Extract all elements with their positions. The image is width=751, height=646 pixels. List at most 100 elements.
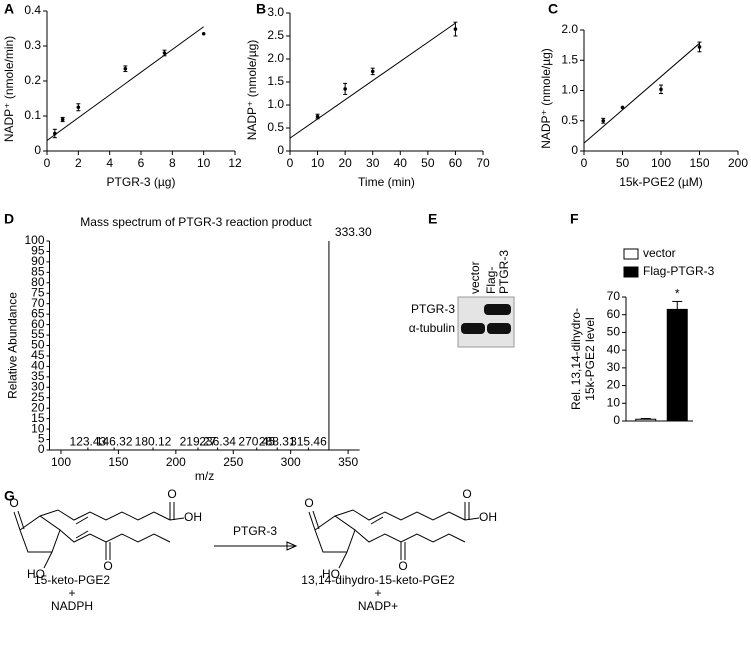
x-tick-label: 30 (366, 156, 380, 170)
bond (13, 511, 21, 531)
y-tick-label: 20 (31, 400, 45, 414)
bond (308, 511, 316, 531)
y-tick-label: 0.5 (561, 113, 578, 127)
y-tick-label: 60 (607, 307, 621, 321)
y-tick-label: 1.5 (561, 52, 578, 66)
data-point (601, 118, 606, 123)
chain (334, 509, 466, 521)
x-tick-label: 0 (581, 156, 588, 170)
y-tick-label: 90 (31, 254, 45, 268)
x-tick-label: 20 (338, 156, 352, 170)
plus: + (374, 586, 381, 600)
molecule: O O OH HO O (304, 487, 497, 581)
x-tick-label: 0 (287, 156, 294, 170)
chain (59, 529, 171, 543)
y-tick-label: 100 (24, 233, 44, 247)
blot-row-label: PTGR-3 (411, 302, 455, 316)
legend-label: Flag-PTGR-3 (643, 264, 715, 278)
x-tick-label: 60 (449, 156, 463, 170)
y-tick-label: 1.5 (267, 74, 284, 88)
fit-line (583, 42, 700, 144)
atom-label: OH (479, 510, 497, 524)
molecule: O O OH HO O (9, 487, 202, 581)
data-point (76, 105, 81, 110)
legend-swatch (623, 266, 639, 278)
y-tick-label: 2.0 (267, 51, 284, 65)
y-tick-label: 0.3 (24, 38, 41, 52)
substrate-label: 15-keto-PGE2 (34, 573, 110, 587)
peak-label: 123.43 (70, 435, 107, 449)
x-tick-label: 8 (169, 156, 176, 170)
y-axis-label: NADP⁺ (nmole/µg) (539, 48, 553, 149)
x-tick-label: 40 (394, 156, 408, 170)
enzyme-label: PTGR-3 (233, 524, 277, 538)
x-axis-label: Time (min) (358, 175, 415, 189)
plus: + (68, 586, 75, 600)
atom-label: O (462, 487, 471, 501)
y-tick-label: 35 (31, 369, 45, 383)
x-axis-label: 15k-PGE2 (µM) (619, 175, 703, 189)
x-tick-label: 6 (138, 156, 145, 170)
y-tick-label: 50 (31, 338, 45, 352)
data-point (697, 45, 702, 49)
y-axis-label: Relative Abundance (6, 292, 20, 399)
atom-label: O (103, 559, 112, 573)
chain (354, 529, 466, 543)
peak-label: 288.31 (259, 435, 296, 449)
atom-label: HO (27, 567, 45, 581)
x-tick-label: 50 (421, 156, 435, 170)
panel-label: D (4, 211, 14, 227)
y-tick-label: 5 (38, 432, 45, 446)
y-tick-label: 0 (38, 442, 45, 456)
y-tick-label: 1.0 (561, 83, 578, 97)
y-tick-label: 65 (31, 306, 45, 320)
panel-label: C (548, 1, 558, 17)
data-point (201, 31, 206, 36)
y-tick-label: 50 (607, 325, 621, 339)
y-tick-label: 80 (31, 275, 45, 289)
y-tick-label: 15 (31, 411, 45, 425)
bond (312, 510, 320, 530)
atom-label: O (398, 559, 407, 573)
y-tick-label: 2.5 (267, 28, 284, 42)
y-tick-label: 30 (31, 379, 45, 393)
y-tick-label: 40 (31, 359, 45, 373)
x-tick-label: 12 (228, 156, 242, 170)
data-point (123, 66, 128, 71)
data-point (53, 131, 57, 136)
y-tick-label: 0 (34, 143, 41, 157)
bar (635, 418, 657, 422)
chain (39, 509, 171, 521)
y-tick-label: 0.4 (24, 3, 41, 17)
y-tick-label: 0.1 (24, 108, 41, 122)
y-tick-label: 0 (277, 143, 284, 157)
bond (169, 517, 185, 521)
panel-label: G (4, 488, 15, 504)
bond (338, 551, 348, 569)
data-point (315, 114, 320, 119)
y-tick-label: 40 (607, 342, 621, 356)
x-tick-label: 100 (651, 156, 671, 170)
panel-label: E (428, 211, 437, 227)
y-tick-label: 0.2 (24, 73, 41, 87)
y-tick-label: 10 (607, 395, 621, 409)
x-tick-label: 300 (281, 455, 301, 469)
y-tick-label: 2.0 (561, 22, 578, 36)
y-axis-label: 15k-PGE2 level (583, 317, 597, 400)
double-bond (370, 516, 384, 525)
blot-band (461, 323, 485, 334)
data-point (370, 69, 375, 74)
annotation: * (675, 287, 680, 301)
cofactor-label: NADPH (51, 599, 93, 613)
y-tick-label: 30 (607, 360, 621, 374)
blot-lane-label: Flag- (484, 267, 498, 294)
blot-band (487, 323, 511, 334)
y-tick-label: 70 (31, 296, 45, 310)
product-label: 13,14-dihydro-15-keto-PGE2 (301, 573, 455, 587)
ring (314, 515, 356, 553)
cofactor-label: NADP+ (358, 599, 398, 613)
atom-label: O (304, 496, 313, 510)
y-tick-label: 60 (31, 317, 45, 331)
y-tick-label: 85 (31, 265, 45, 279)
